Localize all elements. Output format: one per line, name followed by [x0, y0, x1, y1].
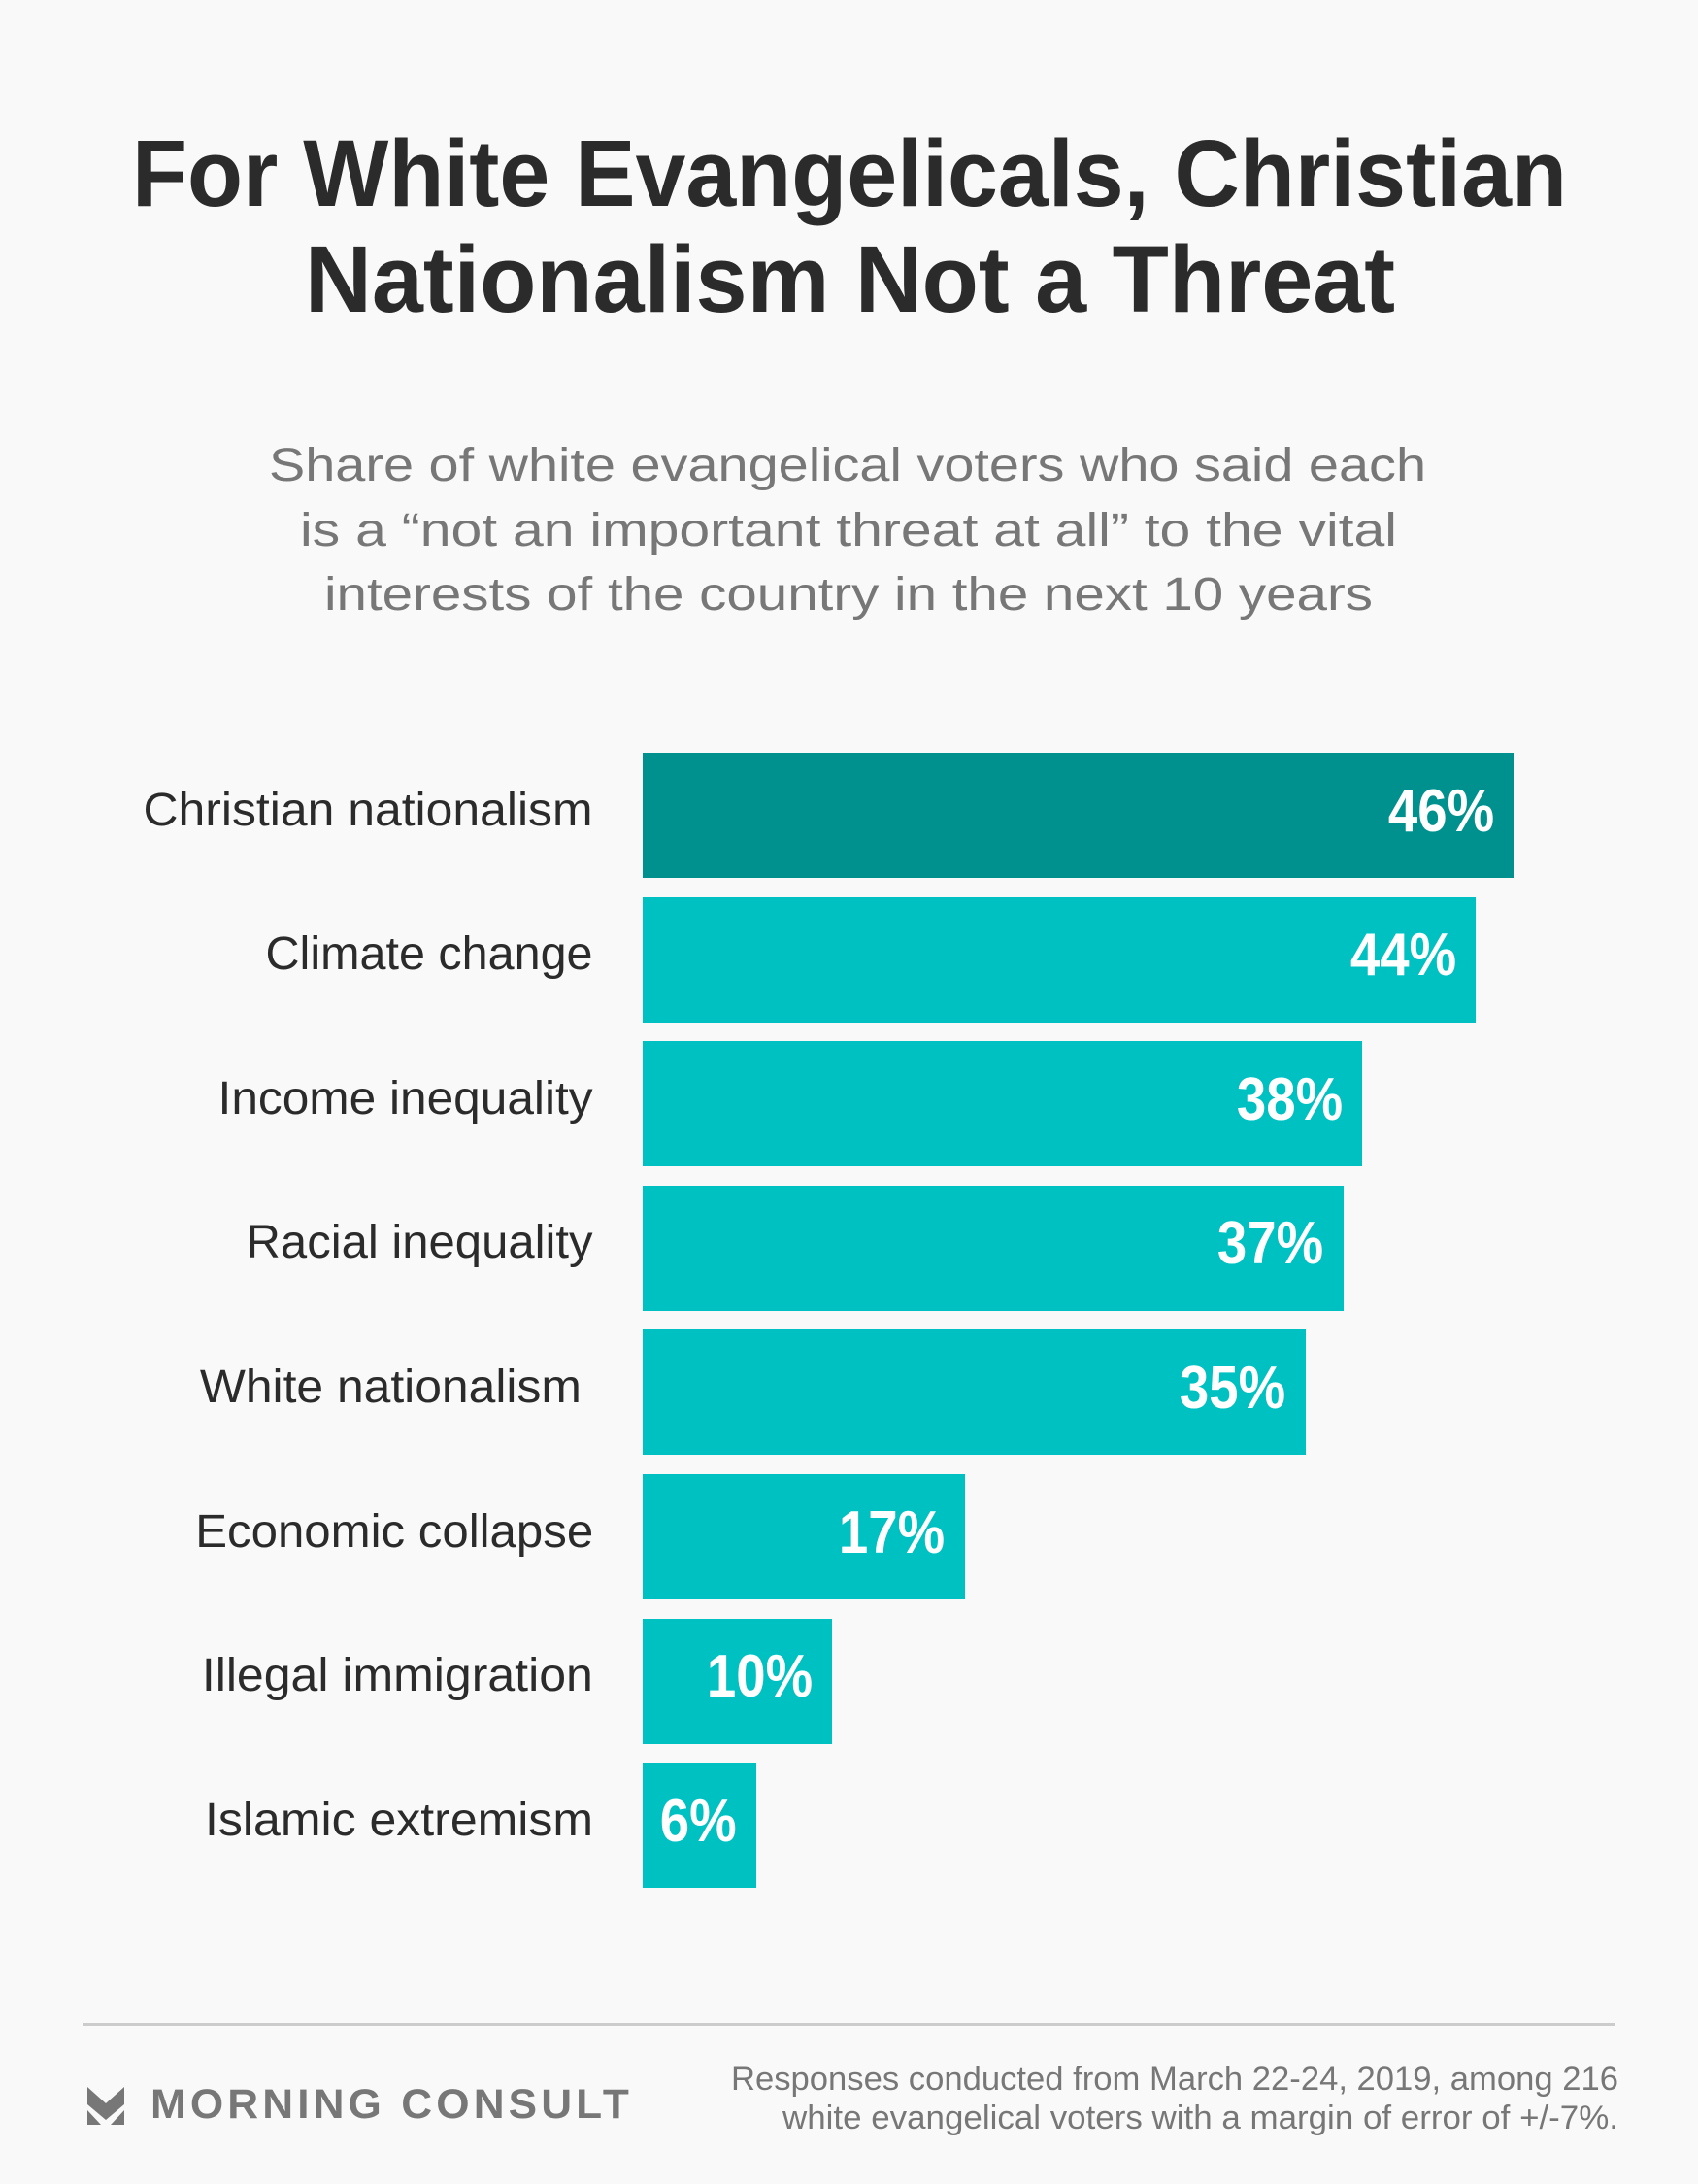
brand-logo-text: MORNING CONSULT — [150, 2084, 629, 2126]
bar-value-text: 17% — [839, 1498, 946, 1566]
chart-subtitle-text: interests of the country in the next 10 … — [324, 569, 1373, 621]
bar-value-label: 37% — [1203, 1214, 1323, 1274]
category-label: Income inequality — [218, 1075, 593, 1123]
chart-title-line-2: Nationalism Not a Threat — [305, 232, 1415, 326]
chart-subtitle-text: Share of white evangelical voters who sa… — [269, 440, 1426, 491]
category-label: Economic collapse — [195, 1508, 593, 1556]
category-label: Racial inequality — [247, 1220, 593, 1266]
bar — [643, 1618, 832, 1744]
bar-value-text: 38% — [1236, 1065, 1343, 1133]
category-label-text: Christian nationalism — [144, 784, 593, 836]
category-label-text: White nationalism — [200, 1361, 582, 1413]
bar-value-text: 44% — [1349, 922, 1456, 990]
chart-subtitle-line-3: interests of the country in the next 10 … — [324, 572, 1373, 619]
bar-value-text: 6% — [660, 1787, 737, 1855]
category-label: Illegal immigration — [202, 1653, 593, 1699]
category-label: Climate change — [266, 928, 593, 981]
footnote-text: white evangelical voters with a margin o… — [782, 2100, 1618, 2136]
footer-divider — [83, 2023, 1615, 2026]
bar-value-label: 38% — [1222, 1065, 1343, 1133]
bar-value-text: 46% — [1387, 777, 1494, 845]
bar-value-label: 6% — [649, 1787, 737, 1855]
bar-value-label: 46% — [1374, 777, 1494, 845]
chart-subtitle-line-2: is a “not an important threat at all” to… — [300, 508, 1397, 554]
category-label-text: Economic collapse — [195, 1505, 593, 1558]
morning-consult-chevron-icon — [87, 2087, 124, 2125]
category-label: White nationalism — [200, 1363, 582, 1411]
category-label-text: Illegal immigration — [202, 1650, 593, 1702]
bar-value-label: 35% — [1165, 1354, 1286, 1422]
bar — [643, 1763, 756, 1889]
chart-title-text: For White Evangelicals, Christian — [132, 120, 1567, 226]
bar-value-label: 44% — [1336, 925, 1456, 986]
bar-value-label: 10% — [692, 1647, 813, 1707]
category-label-text: Racial inequality — [247, 1217, 593, 1269]
bar-value-text: 35% — [1180, 1354, 1286, 1422]
footnote-line-2: white evangelical voters with a margin o… — [782, 2101, 1618, 2134]
bar — [643, 896, 1476, 1023]
chart-title-text: Nationalism Not a Threat — [305, 226, 1395, 332]
category-label-text: Climate change — [266, 928, 593, 981]
category-label: Christian nationalism — [144, 787, 593, 834]
bar — [643, 1474, 965, 1599]
bar-value-text: 10% — [706, 1643, 813, 1711]
category-label-text: Income inequality — [218, 1072, 593, 1125]
bar — [643, 753, 1514, 878]
bar — [643, 1185, 1344, 1311]
footnote-line-1: Responses conducted from March 22-24, 20… — [731, 2063, 1618, 2096]
bar-value-text: 37% — [1217, 1210, 1324, 1278]
bar — [643, 1041, 1362, 1167]
bar-value-label: 17% — [824, 1498, 946, 1566]
brand-name: MORNING CONSULT — [150, 2081, 633, 2128]
bar — [643, 1329, 1306, 1456]
chart-subtitle-line-1: Share of white evangelical voters who sa… — [269, 443, 1426, 489]
chart-subtitle-text: is a “not an important threat at all” to… — [300, 505, 1397, 556]
footnote-text: Responses conducted from March 22-24, 20… — [731, 2061, 1618, 2098]
category-label: Islamic extremism — [205, 1797, 593, 1844]
category-label-text: Islamic extremism — [205, 1794, 593, 1846]
chart-title-line-1: For White Evangelicals, Christian — [132, 126, 1623, 220]
